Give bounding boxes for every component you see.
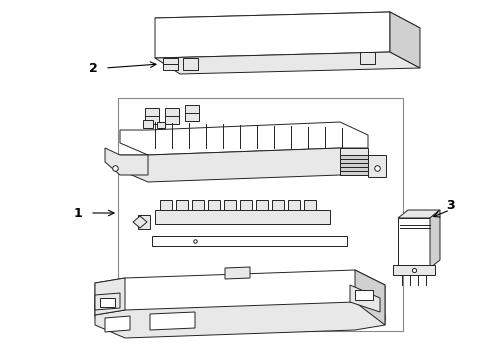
Bar bbox=[192, 200, 204, 210]
Bar bbox=[340, 155, 368, 158]
Polygon shape bbox=[360, 52, 375, 64]
Bar bbox=[160, 200, 172, 210]
Polygon shape bbox=[95, 278, 125, 315]
Polygon shape bbox=[95, 302, 385, 338]
Bar bbox=[143, 120, 153, 128]
Bar bbox=[157, 122, 165, 128]
Text: 2: 2 bbox=[89, 62, 98, 75]
Bar bbox=[185, 105, 199, 121]
Bar bbox=[340, 163, 368, 166]
Polygon shape bbox=[398, 218, 430, 268]
Bar bbox=[165, 108, 179, 124]
Bar bbox=[100, 298, 115, 307]
Polygon shape bbox=[340, 148, 368, 175]
Bar bbox=[145, 108, 159, 124]
Bar bbox=[340, 167, 368, 171]
Bar bbox=[272, 200, 284, 210]
Polygon shape bbox=[105, 148, 148, 175]
Text: 3: 3 bbox=[446, 198, 454, 212]
Bar bbox=[256, 200, 268, 210]
Polygon shape bbox=[120, 148, 368, 182]
Polygon shape bbox=[155, 12, 420, 35]
Polygon shape bbox=[225, 267, 250, 279]
Polygon shape bbox=[95, 270, 385, 330]
Bar bbox=[340, 171, 368, 175]
Polygon shape bbox=[393, 265, 435, 275]
Polygon shape bbox=[95, 293, 120, 310]
Polygon shape bbox=[155, 12, 390, 58]
Polygon shape bbox=[155, 52, 420, 74]
Bar bbox=[340, 159, 368, 162]
Polygon shape bbox=[398, 210, 440, 218]
Bar bbox=[155, 210, 330, 224]
Bar bbox=[224, 200, 236, 210]
Polygon shape bbox=[163, 58, 178, 70]
Bar bbox=[176, 200, 188, 210]
Bar bbox=[208, 200, 220, 210]
Bar bbox=[304, 200, 316, 210]
Polygon shape bbox=[183, 58, 198, 70]
Polygon shape bbox=[120, 122, 368, 155]
Polygon shape bbox=[355, 270, 385, 325]
Polygon shape bbox=[150, 312, 195, 330]
Bar bbox=[355, 290, 373, 300]
Text: 1: 1 bbox=[74, 207, 82, 220]
Bar bbox=[240, 200, 252, 210]
Bar bbox=[138, 215, 150, 229]
Bar bbox=[152, 236, 347, 246]
Polygon shape bbox=[390, 12, 420, 68]
Bar bbox=[288, 200, 300, 210]
Bar bbox=[368, 155, 386, 177]
Polygon shape bbox=[105, 316, 130, 332]
Polygon shape bbox=[133, 216, 147, 228]
Polygon shape bbox=[430, 210, 440, 268]
Bar bbox=[118, 98, 403, 331]
Polygon shape bbox=[350, 285, 380, 312]
